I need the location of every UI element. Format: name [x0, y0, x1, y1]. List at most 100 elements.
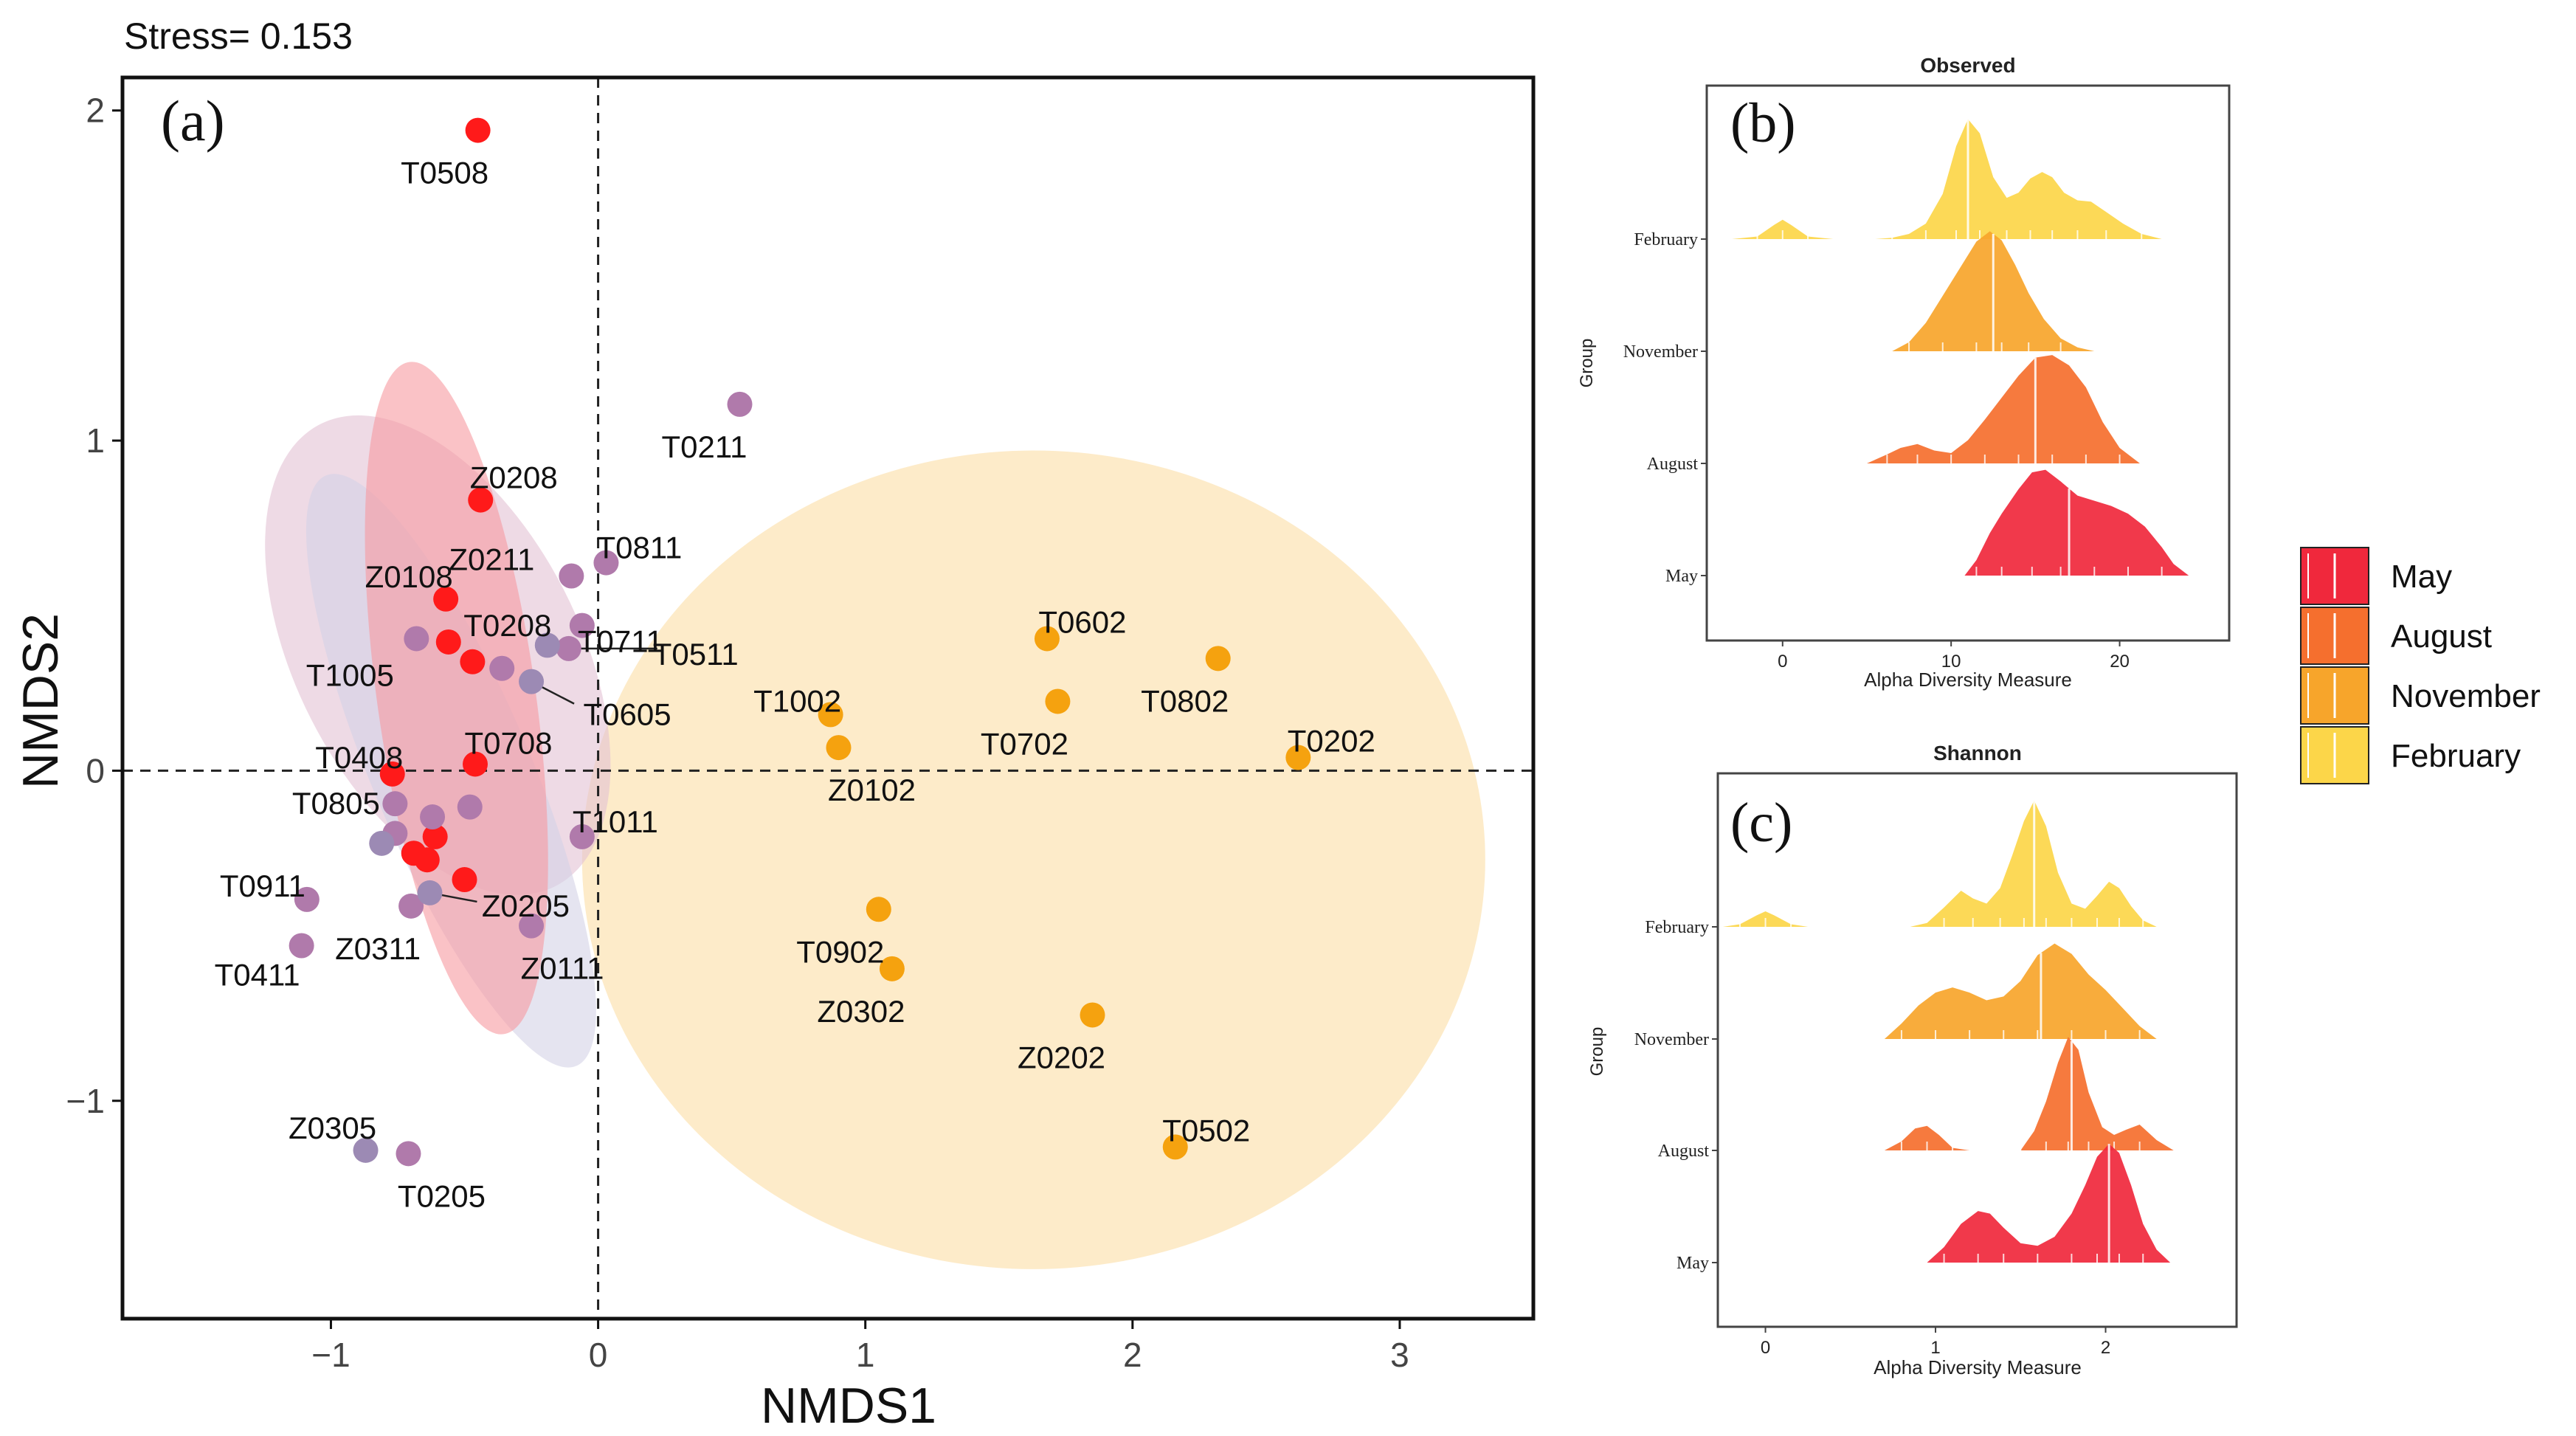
group-tick-label: February	[1645, 918, 1709, 937]
y-tick-label: −1	[66, 1082, 105, 1120]
point-label: T0411	[215, 958, 300, 993]
density-ridge	[1732, 119, 2162, 239]
panel-label-b: (b)	[1730, 92, 1796, 154]
ridge-layer	[1732, 119, 2189, 576]
sample-point	[396, 1141, 421, 1167]
x-tick-label: 3	[1390, 1336, 1409, 1374]
sample-point	[1285, 745, 1311, 770]
sample-point	[420, 804, 446, 830]
sample-point	[422, 824, 448, 849]
panel-title-shannon: Shannon	[1933, 742, 2022, 764]
plot-frame	[1716, 772, 2238, 1328]
ridge-layer	[1722, 800, 2174, 1263]
legend-item: May	[2300, 547, 2452, 605]
x-tick-label: 0	[589, 1336, 608, 1374]
point-label: T0605	[583, 697, 671, 732]
axis-ticks: February November August May 0 1 2	[1634, 918, 2110, 1358]
sample-point	[294, 886, 320, 912]
point-label: T0602	[1038, 604, 1126, 639]
point-label: T0702	[981, 726, 1068, 761]
y-axis-title: Group	[1587, 1027, 1607, 1077]
point-label: T0802	[1141, 683, 1229, 718]
x-axis-title: Alpha Diversity Measure	[1874, 1356, 2082, 1378]
stress-label: Stress= 0.153	[124, 15, 353, 57]
axis-ticks: February November August May 0 10 20	[1623, 230, 2130, 672]
sample-point	[559, 563, 584, 589]
sample-point	[414, 847, 440, 873]
point-label: T0211	[662, 429, 747, 464]
point-label: Z0208	[470, 460, 558, 495]
sample-point	[1205, 646, 1231, 672]
sample-point	[489, 655, 515, 681]
sample-point	[417, 880, 443, 905]
y-axis-title: NMDS2	[13, 613, 69, 789]
sample-point	[519, 913, 545, 939]
sample-point	[369, 830, 395, 856]
point-label: T0711	[578, 624, 663, 659]
legend-label: August	[2391, 618, 2492, 655]
group-tick-label: November	[1634, 1030, 1709, 1049]
point-label: T1002	[753, 683, 841, 718]
density-ridge	[1884, 943, 2157, 1039]
sample-point	[465, 117, 491, 143]
legend-item: August	[2300, 607, 2492, 665]
point-label: T0408	[315, 740, 403, 775]
sample-point	[556, 635, 581, 661]
point-label: T0508	[401, 156, 488, 190]
point-label: T0805	[292, 786, 380, 821]
point-label: T0202	[1288, 724, 1375, 759]
density-ridge	[1964, 469, 2189, 576]
x-tick-label: 20	[2110, 652, 2130, 672]
point-layer	[289, 117, 1311, 1167]
legend-label: November	[2391, 678, 2541, 714]
confidence-ellipse	[581, 450, 1485, 1269]
group-tick-label: August	[1658, 1142, 1710, 1161]
group-tick-label: August	[1647, 455, 1699, 474]
sample-point	[463, 751, 488, 777]
point-label-layer: T0602 T0802 T1002 T0702 T0202 Z0102 T0902 Z0302…	[215, 156, 1375, 1214]
point-label: T0911	[220, 869, 305, 903]
point-label: T0708	[464, 725, 552, 760]
group-tick-label: November	[1623, 342, 1698, 362]
point-label: T0511	[653, 637, 739, 672]
legend-item: February	[2300, 726, 2521, 784]
panel-title-observed: Observed	[1920, 54, 2015, 77]
plot-frame	[120, 75, 1536, 1321]
sample-point	[519, 669, 545, 694]
panel-label-a: (a)	[161, 89, 225, 153]
sample-point	[818, 702, 843, 728]
nmds-panel: Stress= 0.153 T0602 T0802 T1002 T0702 T0202 Z…	[13, 15, 1536, 1434]
group-tick-label: May	[1677, 1254, 1709, 1273]
point-label: T0205	[398, 1178, 486, 1213]
sample-point	[1162, 1134, 1188, 1160]
x-tick-label: 10	[1941, 652, 1961, 672]
x-tick-label: 2	[1123, 1336, 1142, 1374]
sample-point	[569, 612, 595, 638]
sample-point	[1034, 626, 1060, 652]
point-label: T1011	[573, 804, 658, 839]
sample-point	[866, 897, 891, 922]
point-label: T0208	[463, 608, 551, 643]
sample-point	[826, 735, 852, 761]
point-label: Z0211	[449, 542, 534, 576]
x-axis-title: NMDS1	[761, 1378, 936, 1434]
density-ridge	[1866, 355, 2140, 463]
sample-point	[569, 824, 595, 849]
panel-label-c: (c)	[1730, 792, 1792, 854]
y-axis-title: Group	[1577, 339, 1597, 388]
sample-point	[1045, 688, 1071, 714]
x-tick-label: −1	[311, 1336, 350, 1374]
point-label: Z0202	[1018, 1040, 1105, 1074]
density-ridge	[1722, 800, 2157, 927]
group-tick-label: February	[1634, 230, 1698, 249]
x-tick-label: 0	[1778, 652, 1787, 672]
sample-point	[457, 794, 483, 820]
plot-frame	[1705, 84, 2231, 642]
sample-point	[879, 956, 905, 981]
ellipse-layer	[265, 362, 1485, 1269]
sample-point	[727, 391, 753, 417]
point-label: T0902	[796, 934, 884, 969]
point-label: Z0311	[335, 931, 421, 966]
shannon-ridgeline-panel: Shannon February November August May 0 1 2 (c)…	[1587, 742, 2238, 1378]
